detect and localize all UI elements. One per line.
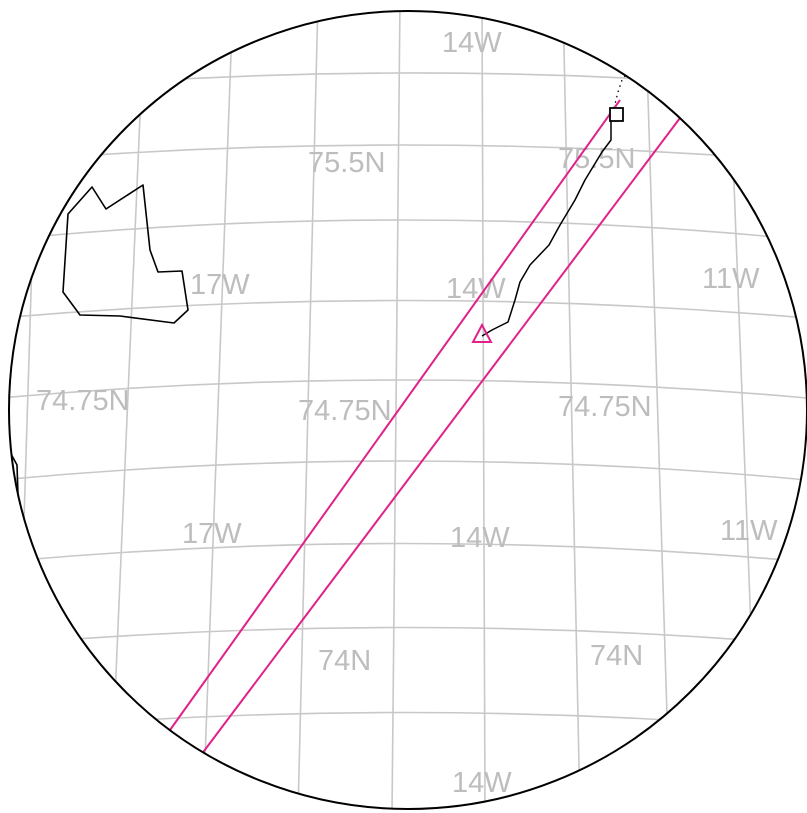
globe-frame xyxy=(8,10,807,810)
lon-label: 14W xyxy=(452,767,512,799)
meridian-line xyxy=(481,11,486,809)
meridian-line xyxy=(391,11,401,809)
parallel-line xyxy=(9,219,807,241)
lat-label: 74N xyxy=(590,640,643,672)
lon-label: 17W xyxy=(182,518,242,550)
parallel-line xyxy=(9,460,807,481)
lat-label: 74N xyxy=(318,645,371,677)
parallel-line xyxy=(9,542,807,563)
lat-label: 75.5N xyxy=(308,147,385,179)
parallel-line xyxy=(9,72,807,93)
coastline-island xyxy=(62,184,189,324)
parallel-line xyxy=(9,299,807,319)
square-marker-icon xyxy=(609,107,624,122)
parallel-line xyxy=(9,626,807,646)
lon-label: 14W xyxy=(442,27,502,59)
lat-label: 74.75N xyxy=(558,391,652,423)
swath-edge-right xyxy=(200,117,681,756)
lon-label: 11W xyxy=(702,263,760,295)
meridian-line xyxy=(297,11,319,809)
parallel-line xyxy=(9,379,807,399)
meridian-line xyxy=(202,11,234,809)
meridian-line xyxy=(726,11,759,809)
graticule-labels: 14W 75.5N 75.5N 17W 14W 11W 74.75N 74.75… xyxy=(36,27,778,799)
swath-edge-left xyxy=(169,99,621,731)
triangle-marker-icon xyxy=(471,322,493,343)
lat-label: 74.75N xyxy=(36,385,130,417)
lon-label: 11W xyxy=(720,515,778,547)
meridian-line xyxy=(109,11,146,809)
lat-label: 74.75N xyxy=(298,395,392,427)
parallel-line xyxy=(9,144,807,163)
lon-label: 14W xyxy=(450,522,510,554)
meridian-line xyxy=(644,11,671,809)
ship-track xyxy=(481,121,612,337)
lon-label: 17W xyxy=(190,269,250,301)
meridian-line xyxy=(562,11,581,809)
parallel-line xyxy=(9,711,807,731)
lon-label: 14W xyxy=(446,273,506,305)
